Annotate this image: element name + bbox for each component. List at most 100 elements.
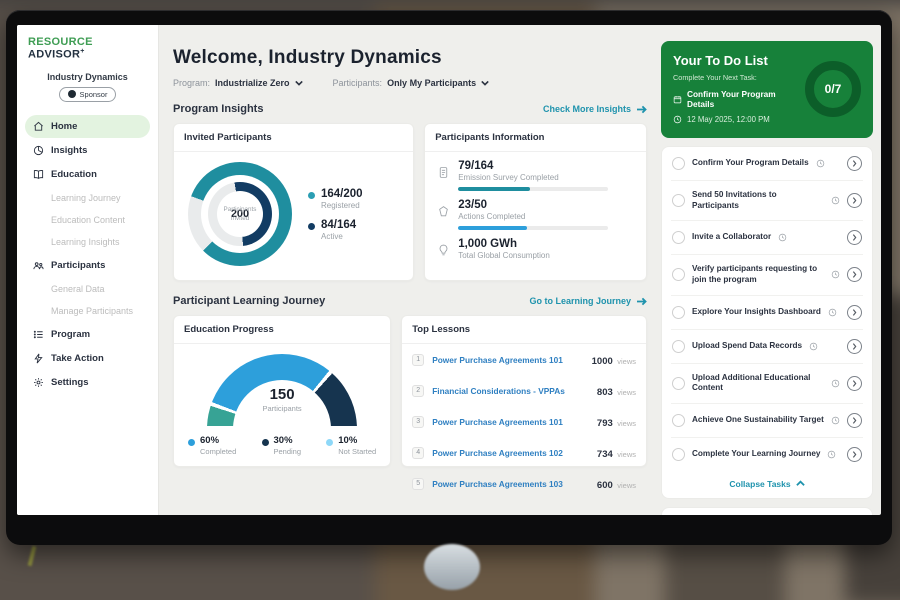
collapse-tasks-link[interactable]: Collapse Tasks bbox=[671, 471, 863, 498]
legend-dot bbox=[261, 439, 269, 446]
checkbox-icon[interactable] bbox=[672, 157, 685, 170]
resource-advisor-logo: RESOURCE ADVISOR+ bbox=[28, 36, 93, 61]
arrow-right-icon bbox=[637, 297, 647, 305]
survey-icon bbox=[440, 167, 448, 178]
todo-subtitle: Complete Your Next Task: bbox=[673, 73, 757, 82]
gauge-center-value: 150 bbox=[269, 386, 295, 403]
dashboard-screen: RESOURCE ADVISOR+ Industry Dynamics Spon… bbox=[17, 25, 881, 515]
gauge-center-label: Participants bbox=[262, 404, 302, 413]
participants-filter-dropdown[interactable]: Participants: Only My Participants bbox=[333, 78, 490, 88]
invited-participants-card: Invited Participants 200 Participants In… bbox=[173, 123, 415, 281]
top-lessons-title: Top Lessons bbox=[402, 316, 646, 344]
settings-icon bbox=[34, 377, 43, 387]
invited-participants-donut-chart: 200 Participants Invited bbox=[188, 162, 292, 266]
check-more-insights-link[interactable]: Check More Insights bbox=[543, 104, 647, 114]
main-content: Welcome, Industry Dynamics Program: Indu… bbox=[159, 25, 661, 515]
lesson-rank: 3 bbox=[412, 415, 425, 428]
lesson-row: 5 Power Purchase Agreements 103 600 view… bbox=[402, 468, 646, 499]
monitor-stand bbox=[424, 544, 480, 590]
lesson-link[interactable]: Financial Considerations - VPPAs bbox=[432, 385, 565, 396]
donut-center-value: 200 bbox=[230, 208, 250, 220]
legend-registered: 164/200 Registered bbox=[308, 188, 363, 210]
sidebar-item-education[interactable]: Education bbox=[25, 163, 150, 186]
education-progress-gauge-chart: 150 Participants bbox=[207, 354, 358, 426]
lesson-link[interactable]: Power Purchase Agreements 102 bbox=[432, 447, 563, 458]
sponsor-badge: Sponsor bbox=[58, 86, 117, 102]
task-row-upload-educational-content[interactable]: Upload Additional Educational Content bbox=[671, 364, 863, 404]
task-row-upload-spend-data[interactable]: Upload Spend Data Records bbox=[671, 330, 863, 364]
monitor-bezel: RESOURCE ADVISOR+ Industry Dynamics Spon… bbox=[6, 10, 892, 545]
checkbox-icon[interactable] bbox=[672, 268, 685, 282]
clock-icon bbox=[831, 196, 840, 205]
task-row-confirm-program[interactable]: Confirm Your Program Details bbox=[671, 147, 863, 181]
lesson-link[interactable]: Power Purchase Agreements 101 bbox=[432, 354, 563, 365]
open-task-button[interactable] bbox=[847, 156, 862, 171]
task-row-verify-participants[interactable]: Verify participants requesting to join t… bbox=[671, 255, 863, 296]
task-row-explore-insights[interactable]: Explore Your Insights Dashboard bbox=[671, 296, 863, 330]
education-progress-title: Education Progress bbox=[174, 316, 391, 344]
clock-icon bbox=[831, 271, 840, 279]
sidebar-item-insights[interactable]: Insights bbox=[25, 139, 150, 162]
checkbox-icon[interactable] bbox=[672, 447, 685, 461]
lesson-row: 3 Power Purchase Agreements 101 793 view… bbox=[402, 406, 646, 437]
insights-icon bbox=[33, 145, 44, 155]
checkbox-icon[interactable] bbox=[672, 194, 685, 208]
sidebar-item-home[interactable]: Home bbox=[25, 114, 150, 138]
checkbox-icon[interactable] bbox=[672, 413, 685, 427]
lesson-rank: 1 bbox=[412, 353, 425, 366]
education-icon bbox=[33, 169, 44, 179]
organization-name: Industry Dynamics bbox=[47, 71, 128, 82]
todo-due-date: 12 May 2025, 12:00 PM bbox=[673, 115, 797, 124]
todo-progress-ring: 0/7 bbox=[805, 60, 861, 117]
checkbox-icon[interactable] bbox=[672, 231, 685, 245]
legend-dot bbox=[188, 439, 195, 446]
open-task-button[interactable] bbox=[847, 230, 862, 246]
task-row-achieve-target[interactable]: Achieve One Sustainability Target bbox=[671, 404, 863, 438]
home-icon bbox=[34, 121, 43, 131]
task-row-send-invitations[interactable]: Send 50 Invitations to Participants bbox=[671, 181, 863, 222]
todo-header-card: Your To Do List Complete Your Next Task:… bbox=[661, 41, 873, 138]
checkbox-icon[interactable] bbox=[672, 305, 685, 319]
clock-icon bbox=[828, 450, 836, 459]
actions-completed-stat: 23/50 Actions Completed bbox=[425, 191, 646, 230]
lesson-row: 4 Power Purchase Agreements 102 734 view… bbox=[402, 437, 646, 468]
sidebar-item-program[interactable]: Program bbox=[25, 323, 150, 346]
open-task-button[interactable] bbox=[847, 446, 862, 462]
sidebar-item-take-action[interactable]: Take Action bbox=[25, 347, 150, 370]
calendar-icon bbox=[673, 95, 682, 103]
sidebar-item-learning-journey[interactable]: Learning Journey bbox=[51, 192, 121, 203]
take-action-icon bbox=[34, 353, 43, 364]
checkbox-icon[interactable] bbox=[672, 376, 685, 390]
go-to-learning-journey-link[interactable]: Go to Learning Journey bbox=[529, 296, 647, 306]
emission-survey-progress-bar bbox=[458, 187, 609, 191]
sidebar-nav: Home Insights Education Learning Journey… bbox=[25, 114, 150, 394]
open-task-button[interactable] bbox=[847, 412, 862, 428]
task-row-invite-collaborator[interactable]: Invite a Collaborator bbox=[671, 221, 863, 256]
program-filter-dropdown[interactable]: Program: Industrialize Zero bbox=[173, 78, 303, 88]
sidebar-item-settings[interactable]: Settings bbox=[25, 371, 150, 394]
lesson-link[interactable]: Power Purchase Agreements 103 bbox=[432, 478, 563, 489]
sidebar-item-manage-participants[interactable]: Manage Participants bbox=[51, 305, 134, 316]
clock-icon bbox=[828, 308, 837, 316]
sidebar-item-general-data[interactable]: General Data bbox=[51, 283, 105, 294]
open-task-button[interactable] bbox=[847, 375, 862, 391]
open-task-button[interactable] bbox=[847, 338, 862, 354]
clock-icon bbox=[816, 159, 824, 168]
legend-pending: 30% Pending bbox=[261, 435, 301, 456]
legend-dot bbox=[308, 222, 315, 230]
participants-information-card: Participants Information 79/164 Emission… bbox=[424, 123, 647, 281]
lesson-rank: 4 bbox=[412, 446, 425, 459]
sidebar-item-learning-insights[interactable]: Learning Insights bbox=[51, 236, 120, 247]
chevron-down-icon bbox=[294, 80, 303, 86]
lesson-row: 2 Financial Considerations - VPPAs 803 v… bbox=[402, 375, 646, 406]
sidebar-item-participants[interactable]: Participants bbox=[25, 254, 150, 277]
open-task-button[interactable] bbox=[847, 267, 862, 283]
open-task-button[interactable] bbox=[847, 304, 862, 320]
task-row-complete-learning-journey[interactable]: Complete Your Learning Journey bbox=[671, 438, 863, 471]
open-task-button[interactable] bbox=[847, 193, 862, 209]
checkbox-icon[interactable] bbox=[672, 339, 685, 353]
lesson-link[interactable]: Power Purchase Agreements 101 bbox=[432, 416, 563, 427]
participants-information-title: Participants Information bbox=[425, 124, 646, 152]
sidebar-item-education-content[interactable]: Education Content bbox=[51, 214, 126, 225]
